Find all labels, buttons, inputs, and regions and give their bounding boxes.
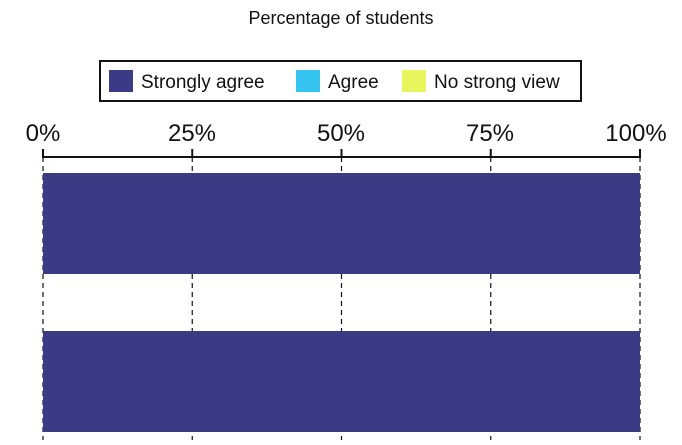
x-axis: [42, 149, 641, 158]
legend-swatch-no-strong-view: [402, 70, 426, 92]
chart-title: Percentage of students: [248, 8, 433, 28]
x-tick-label-100: 100%: [605, 120, 666, 147]
legend-label-no-strong-view: No strong view: [434, 72, 560, 93]
x-tick-label-25: 25%: [168, 120, 216, 147]
bar-strongly-agree-row-1: [43, 173, 640, 274]
legend-frame: [99, 60, 582, 102]
x-tick-label-75: 75%: [466, 120, 514, 147]
bars: [43, 173, 640, 432]
x-tick-label-0: 0%: [26, 120, 61, 147]
legend-swatch-strongly-agree: [109, 70, 133, 92]
legend-label-agree: Agree: [328, 72, 379, 93]
bar-strongly-agree-row-2: [43, 331, 640, 432]
x-tick-label-50: 50%: [317, 120, 365, 147]
legend-label-strongly-agree: Strongly agree: [141, 72, 265, 93]
legend-swatch-agree: [296, 70, 320, 92]
